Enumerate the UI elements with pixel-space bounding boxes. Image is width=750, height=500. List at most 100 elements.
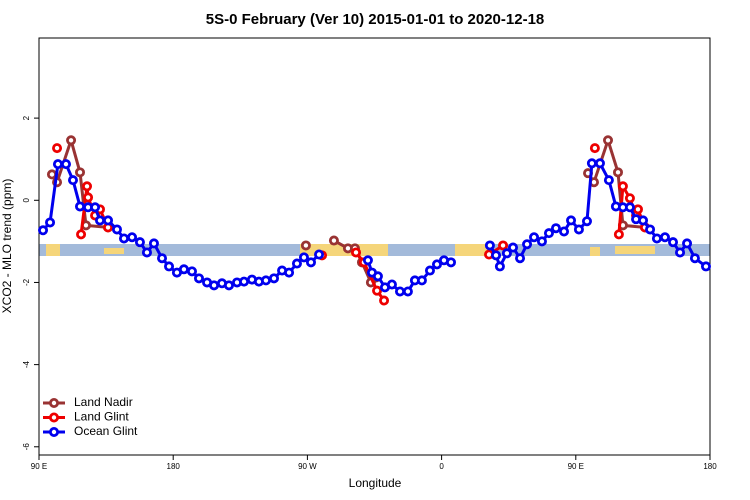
point xyxy=(573,224,584,235)
point xyxy=(668,237,679,248)
x-tick-label: 180 xyxy=(167,462,181,471)
plot-frame xyxy=(38,37,711,456)
point xyxy=(351,247,362,258)
point xyxy=(416,275,427,286)
point xyxy=(581,216,592,227)
point xyxy=(75,167,86,178)
land-patch xyxy=(590,247,600,256)
point xyxy=(298,252,309,263)
point xyxy=(305,257,316,268)
x-axis-label: Longitude xyxy=(349,476,402,490)
point xyxy=(632,204,643,215)
point xyxy=(515,253,526,264)
point xyxy=(186,266,197,277)
point xyxy=(291,258,302,269)
point xyxy=(484,240,495,251)
point xyxy=(103,215,114,226)
point xyxy=(45,217,56,228)
point xyxy=(536,236,547,247)
point xyxy=(386,279,397,290)
point xyxy=(522,239,533,250)
point xyxy=(66,135,77,146)
point xyxy=(300,240,311,251)
point xyxy=(603,175,614,186)
point xyxy=(193,273,204,284)
point xyxy=(178,264,189,275)
point xyxy=(38,225,49,236)
point xyxy=(52,159,63,170)
point xyxy=(491,250,502,261)
point xyxy=(260,275,271,286)
point xyxy=(603,135,614,146)
point xyxy=(118,233,129,244)
y-tick-label: 0 xyxy=(22,198,31,203)
point xyxy=(612,167,623,178)
land-patch xyxy=(46,244,60,256)
point xyxy=(682,238,693,249)
x-tick-label: 90 W xyxy=(298,462,317,471)
point xyxy=(284,267,295,278)
point xyxy=(638,215,649,226)
point xyxy=(127,232,138,243)
point xyxy=(76,229,87,240)
point xyxy=(46,169,57,180)
land-patch xyxy=(455,244,493,256)
point xyxy=(589,143,600,154)
point xyxy=(90,202,101,213)
x-tick-label: 180 xyxy=(703,462,717,471)
point xyxy=(617,181,628,192)
land-patch xyxy=(104,248,124,254)
point xyxy=(498,240,509,251)
point xyxy=(586,158,597,169)
point xyxy=(559,226,570,237)
point xyxy=(645,224,656,235)
point xyxy=(651,233,662,244)
point xyxy=(508,242,519,253)
point xyxy=(501,248,512,259)
point xyxy=(75,201,86,212)
point xyxy=(82,181,93,192)
point xyxy=(402,286,413,297)
point xyxy=(209,280,220,291)
point xyxy=(372,285,383,296)
point xyxy=(659,232,670,243)
point xyxy=(94,215,105,226)
point xyxy=(148,238,159,249)
legend-label: Land Glint xyxy=(74,410,129,424)
point xyxy=(675,247,686,258)
point xyxy=(164,261,175,272)
x-tick-label: 90 E xyxy=(568,462,584,471)
point xyxy=(624,202,635,213)
y-tick-label: -6 xyxy=(22,443,31,451)
point xyxy=(431,259,442,270)
point xyxy=(52,143,63,154)
point xyxy=(543,228,554,239)
point xyxy=(141,247,152,258)
point xyxy=(594,158,605,169)
legend-marker xyxy=(49,426,60,437)
y-tick-label: -2 xyxy=(22,278,31,286)
point xyxy=(529,232,540,243)
legend-label: Ocean Glint xyxy=(74,424,138,438)
point xyxy=(566,215,577,226)
point xyxy=(67,175,78,186)
point xyxy=(314,249,325,260)
point xyxy=(157,253,168,264)
point xyxy=(372,271,383,282)
legend-marker xyxy=(49,412,60,423)
legend-marker xyxy=(49,397,60,408)
point xyxy=(700,261,711,272)
y-tick-label: -4 xyxy=(22,361,31,369)
y-axis-label: XCO2 - MLO trend (ppm) xyxy=(0,179,14,314)
x-tick-label: 90 E xyxy=(31,462,47,471)
point xyxy=(268,273,279,284)
point xyxy=(362,255,373,266)
point xyxy=(239,276,250,287)
point xyxy=(689,253,700,264)
land-patch xyxy=(615,246,655,254)
point xyxy=(60,159,71,170)
point xyxy=(83,192,94,203)
point xyxy=(394,286,405,297)
x-tick-label: 0 xyxy=(439,462,444,471)
